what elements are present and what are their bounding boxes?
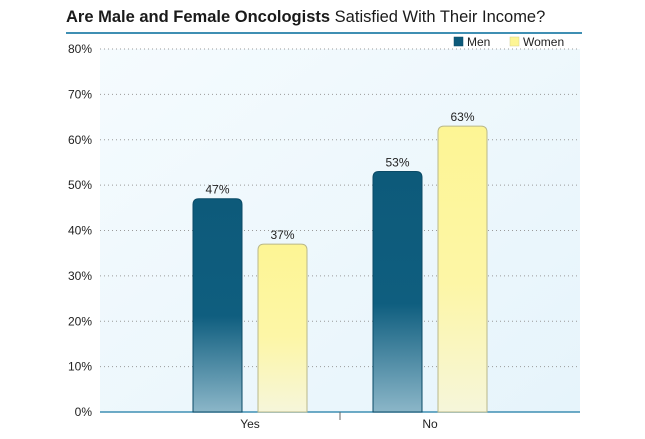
legend-label-women: Women	[523, 35, 564, 49]
bar-men-yes	[192, 198, 243, 413]
data-label: 37%	[270, 228, 294, 242]
y-tick-label: 50%	[68, 178, 92, 192]
x-category-label: No	[422, 417, 438, 431]
legend-swatch-women	[509, 36, 520, 47]
y-tick-label: 70%	[68, 87, 92, 101]
y-tick-label: 30%	[68, 269, 92, 283]
legend-swatch-men	[453, 36, 464, 47]
bar-women-yes	[257, 243, 308, 413]
chart-title-bold: Are Male and Female Oncologists	[66, 8, 331, 26]
data-label: 47%	[205, 183, 229, 197]
chart-title: Are Male and Female Oncologists Satisfie…	[66, 8, 582, 27]
y-tick-label: 20%	[68, 314, 92, 328]
data-label: 63%	[450, 110, 474, 124]
x-category-label: Yes	[240, 417, 260, 431]
title-rule	[66, 32, 582, 34]
y-tick-label: 10%	[68, 360, 92, 374]
y-tick-label: 0%	[75, 405, 93, 419]
bar-women-no	[437, 125, 488, 413]
y-tick-label: 60%	[68, 133, 92, 147]
bar-men-no	[372, 171, 423, 413]
chart-title-rest: Satisfied With Their Income?	[334, 8, 546, 26]
legend-label-men: Men	[467, 35, 490, 49]
y-tick-label: 80%	[68, 42, 92, 56]
y-tick-label: 40%	[68, 224, 92, 238]
data-label: 53%	[385, 156, 409, 170]
